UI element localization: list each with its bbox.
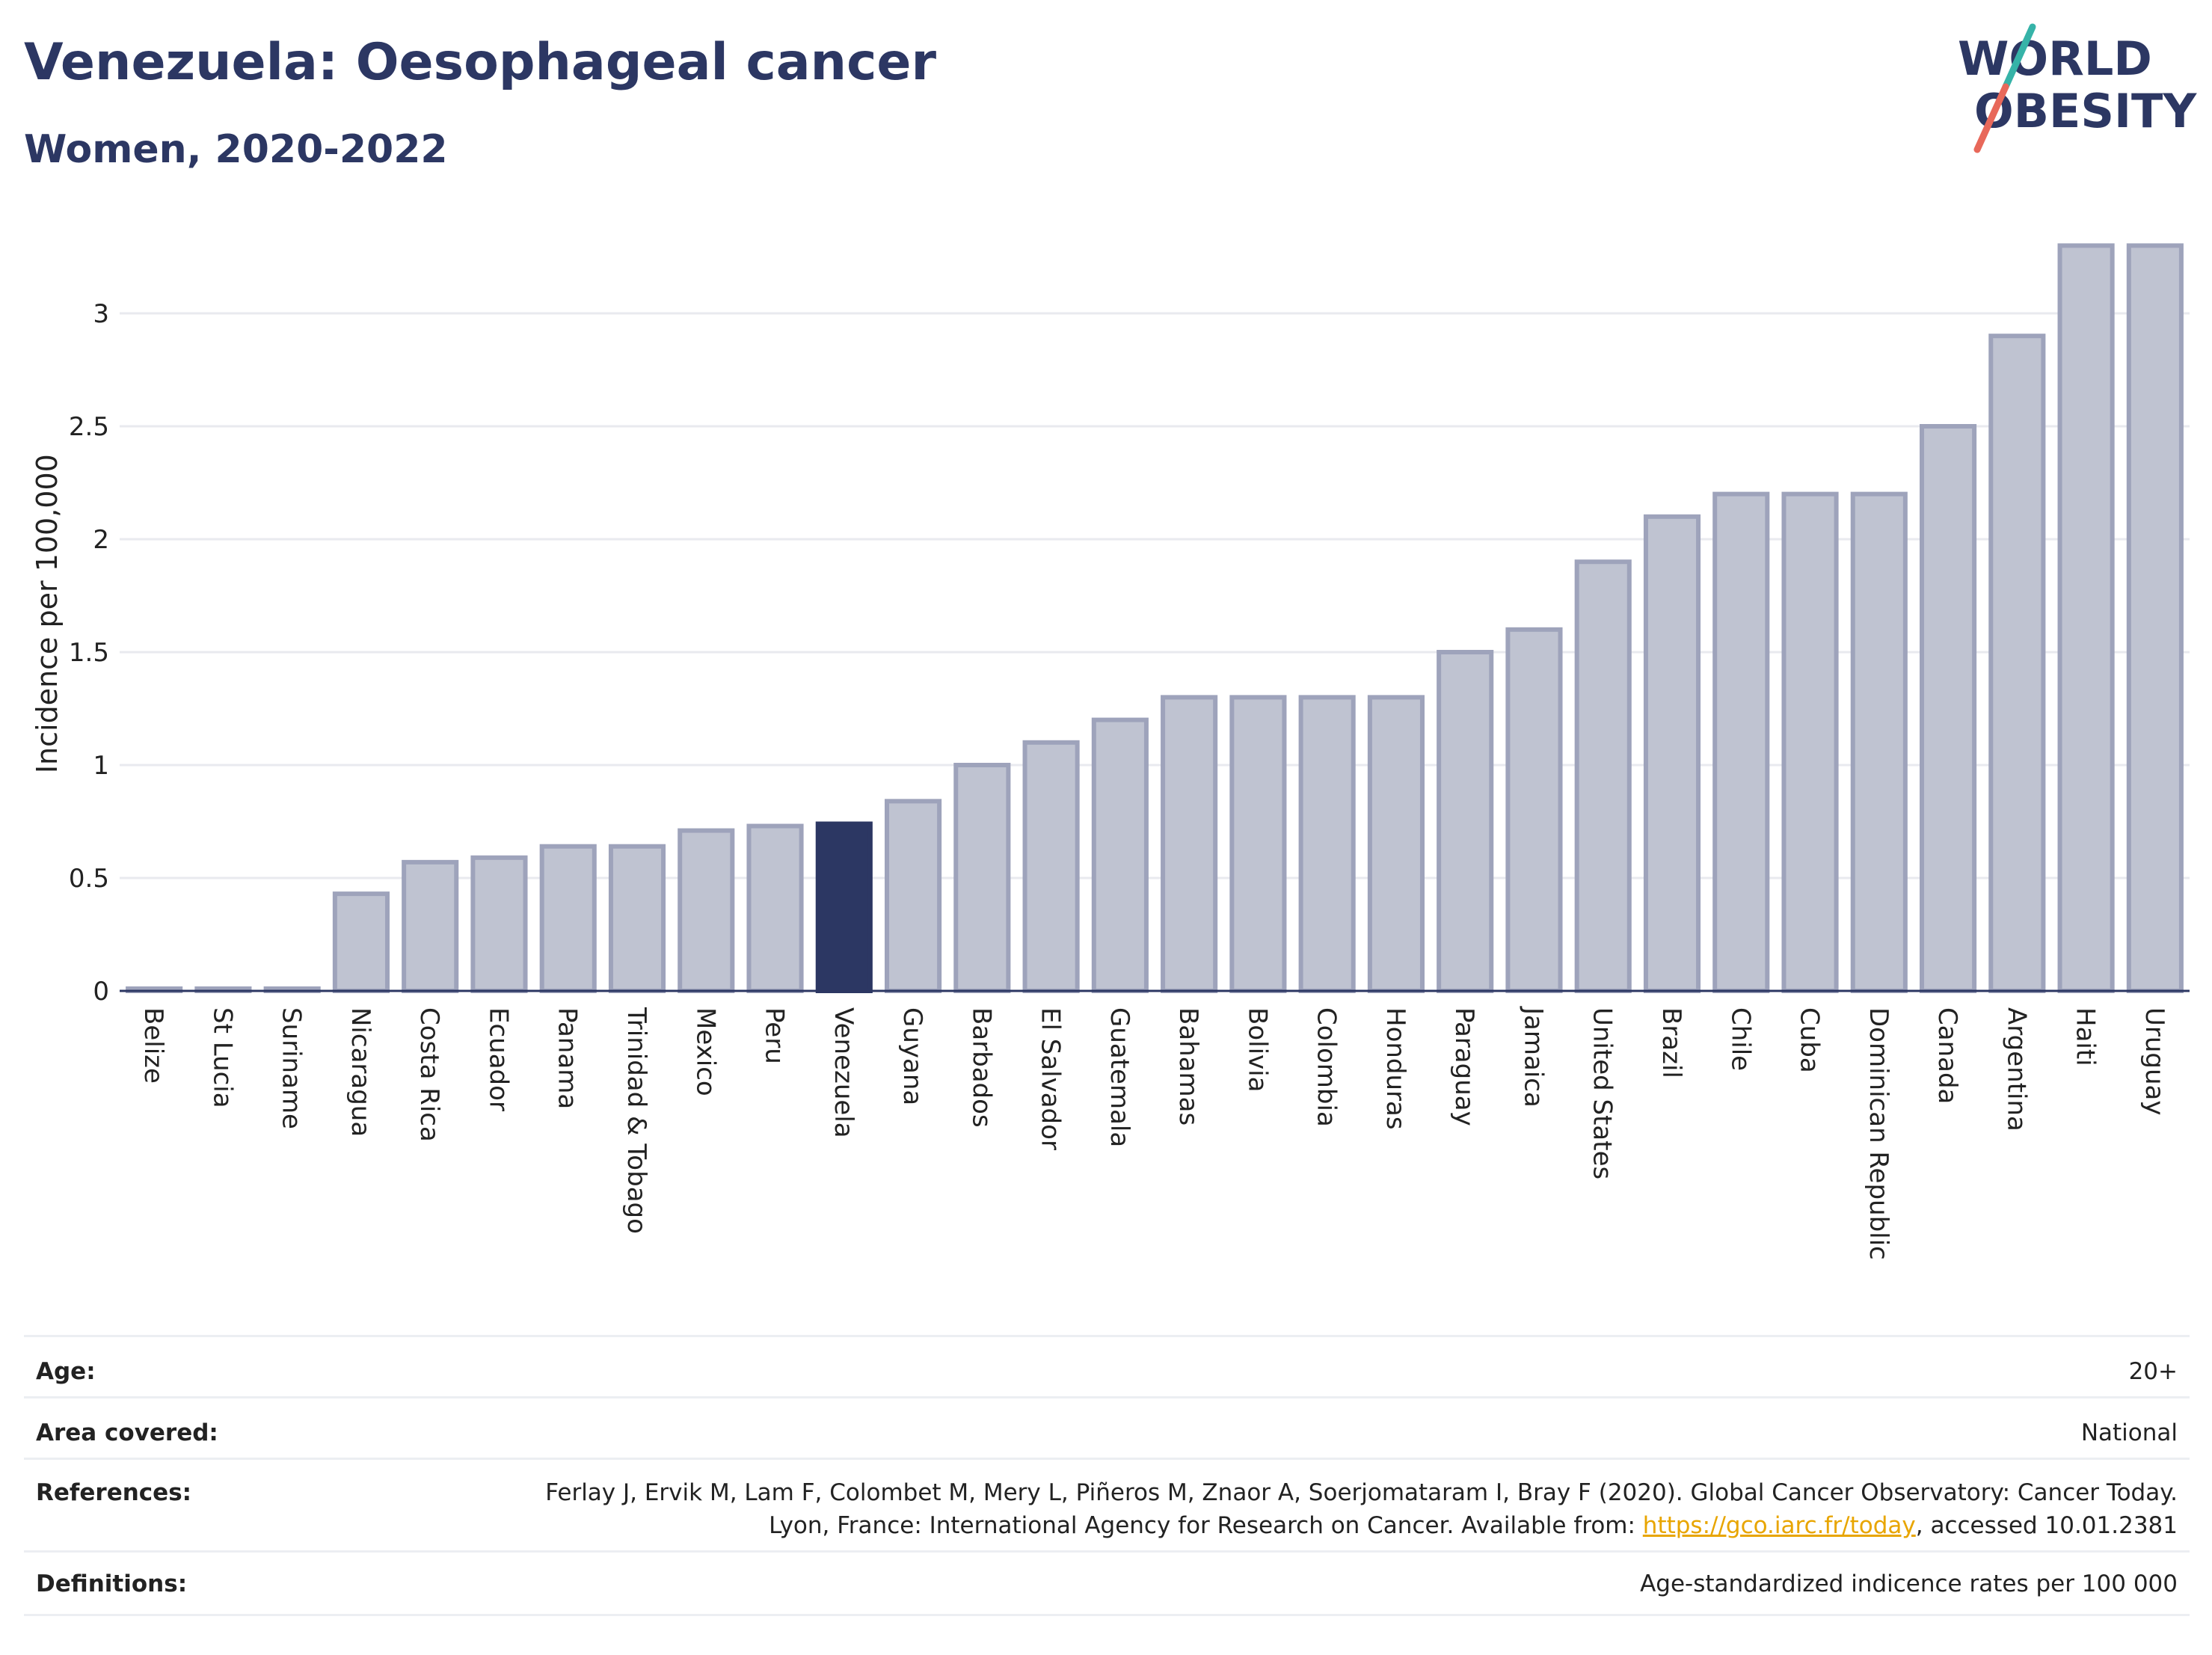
y-tick-label: 0.5	[69, 864, 109, 894]
y-tick-label: 2	[93, 525, 109, 555]
y-axis-title: Incidence per 100,000	[31, 454, 64, 773]
age-value: 20+	[2128, 1358, 2178, 1385]
x-tick-label: Honduras	[1380, 1007, 1410, 1130]
bar-mexico[interactable]	[678, 828, 735, 993]
x-tick-label: Guyana	[897, 1007, 927, 1105]
bar-argentina[interactable]	[1988, 334, 2046, 993]
x-tick-label: Panama	[553, 1007, 583, 1109]
bar-chile[interactable]	[1712, 491, 1770, 993]
references-link[interactable]: https://gco.iarc.fr/today	[1642, 1512, 1916, 1539]
area-value: National	[2080, 1419, 2178, 1446]
y-axis-ticks: 0 0.5 1 1.5 2 2.5 3	[69, 299, 109, 1007]
x-tick-label: Colombia	[1312, 1007, 1342, 1127]
bar-honduras[interactable]	[1367, 695, 1425, 994]
info-row-area: Area covered: National	[24, 1396, 2190, 1460]
x-tick-label: Dominican Republic	[1864, 1007, 1893, 1260]
info-row-references: References: Ferlay J, Ervik M, Lam F, Co…	[24, 1458, 2190, 1553]
area-label: Area covered:	[36, 1419, 218, 1446]
bar-guyana[interactable]	[885, 799, 942, 993]
logo-slash-top	[2002, 23, 2036, 90]
bar-united-states[interactable]	[1574, 559, 1632, 993]
bar-costa-rica[interactable]	[402, 859, 459, 993]
references-value: Ferlay J, Ervik M, Lam F, Colombet M, Me…	[532, 1476, 2178, 1542]
bar-nicaragua[interactable]	[332, 891, 390, 994]
references-text-2: , accessed 10.01.2381	[1915, 1512, 2178, 1539]
logo-slash-bottom	[1973, 83, 2009, 153]
info-row-age: Age: 20+	[24, 1335, 2190, 1398]
chart-subtitle: Women, 2020-2022	[24, 127, 448, 172]
x-tick-label: Trinidad & Tobago	[621, 1007, 651, 1234]
bar-brazil[interactable]	[1643, 514, 1701, 993]
y-tick-label: 1	[93, 751, 109, 781]
x-tick-label: Jamaica	[1518, 1006, 1548, 1108]
x-tick-label: Cuba	[1795, 1007, 1825, 1073]
x-tick-label: Bolivia	[1242, 1007, 1272, 1092]
bar-jamaica[interactable]	[1505, 627, 1563, 993]
logo-line2: OBESITY	[1974, 84, 2197, 138]
bar-cuba[interactable]	[1781, 491, 1839, 993]
bar-dominican-republic[interactable]	[1850, 491, 1908, 993]
bar-bolivia[interactable]	[1229, 695, 1287, 994]
age-label: Age:	[36, 1358, 96, 1385]
definitions-value: Age-standardized indicence rates per 100…	[1640, 1570, 2178, 1597]
references-label: References:	[36, 1479, 192, 1506]
x-tick-label: Argentina	[2001, 1007, 2031, 1132]
bar-ecuador[interactable]	[470, 855, 528, 993]
x-tick-label: United States	[1588, 1007, 1617, 1179]
bar-panama[interactable]	[539, 844, 597, 993]
bar-bahamas[interactable]	[1161, 695, 1218, 994]
bar-chart: 0 0.5 1 1.5 2 2.5 3 Belize St Lucia Suriname Nica…	[31, 243, 2190, 1260]
x-tick-label: Chile	[1725, 1007, 1755, 1071]
gridlines	[120, 312, 2190, 879]
x-tick-label: Mexico	[690, 1007, 720, 1096]
x-tick-label: Ecuador	[483, 1007, 513, 1111]
x-tick-label: El Salvador	[1036, 1007, 1066, 1150]
x-tick-label: Uruguay	[2139, 1007, 2169, 1116]
definitions-label: Definitions:	[36, 1570, 188, 1597]
x-tick-label: Belize	[138, 1007, 168, 1084]
bar-peru[interactable]	[746, 823, 804, 994]
x-tick-label: Costa Rica	[414, 1007, 444, 1142]
bars	[126, 243, 2184, 994]
bar-trinidad-tobago[interactable]	[608, 844, 666, 993]
bar-colombia[interactable]	[1298, 695, 1356, 994]
x-tick-label: Guatemala	[1105, 1007, 1134, 1147]
y-tick-label: 1.5	[69, 638, 109, 668]
world-obesity-logo: WORLD OBESITY	[1958, 23, 2197, 153]
bar-el-salvador[interactable]	[1022, 740, 1080, 993]
y-tick-label: 2.5	[69, 412, 109, 442]
references-text-1: Ferlay J, Ervik M, Lam F, Colombet M, Me…	[545, 1479, 2178, 1539]
bar-canada[interactable]	[1920, 424, 1977, 993]
x-tick-label: Barbados	[966, 1007, 996, 1128]
y-tick-label: 3	[93, 299, 109, 329]
x-tick-label: Brazil	[1656, 1007, 1686, 1078]
bar-paraguay[interactable]	[1437, 650, 1494, 993]
chart-title: Venezuela: Oesophageal cancer	[24, 33, 937, 92]
x-tick-label: Suriname	[277, 1007, 307, 1129]
x-tick-label: Peru	[760, 1007, 790, 1064]
x-axis-ticks: Belize St Lucia Suriname Nicaragua Costa Ric…	[138, 1006, 2169, 1260]
bar-haiti[interactable]	[2057, 243, 2115, 993]
info-row-definitions: Definitions: Age-standardized indicence …	[24, 1550, 2190, 1616]
bar-venezuela[interactable]	[815, 821, 873, 994]
x-tick-label: St Lucia	[207, 1007, 237, 1108]
bar-guatemala[interactable]	[1091, 717, 1149, 993]
x-tick-label: Bahamas	[1173, 1007, 1203, 1126]
logo-line1: WORLD	[1958, 31, 2152, 86]
bar-uruguay[interactable]	[2126, 243, 2184, 993]
y-tick-label: 0	[93, 977, 109, 1007]
x-tick-label: Canada	[1932, 1007, 1962, 1104]
x-tick-label: Nicaragua	[345, 1007, 375, 1137]
bar-barbados[interactable]	[953, 763, 1011, 993]
x-tick-label: Paraguay	[1449, 1007, 1479, 1126]
x-tick-label: Venezuela	[829, 1007, 858, 1138]
x-tick-label: Haiti	[2071, 1007, 2101, 1066]
